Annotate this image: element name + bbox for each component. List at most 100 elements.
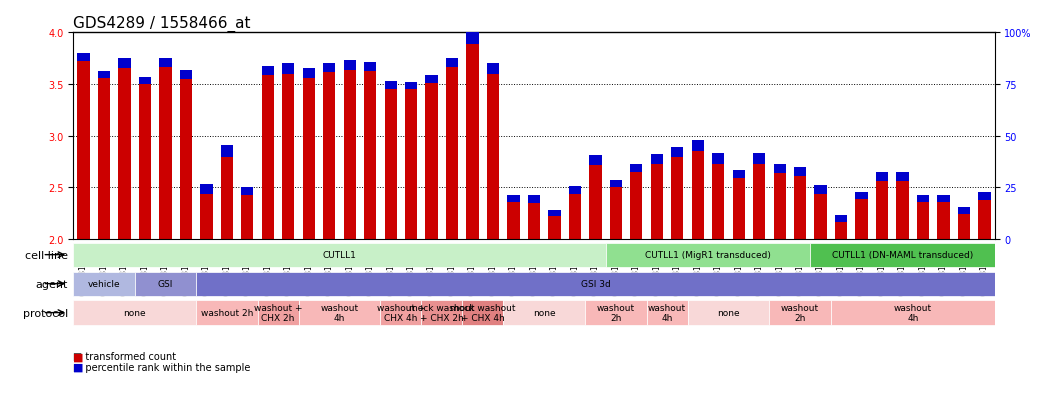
FancyBboxPatch shape — [258, 301, 298, 325]
Bar — [692, 140, 704, 152]
Bar — [180, 71, 192, 79]
Text: GSI: GSI — [158, 280, 173, 288]
Bar — [282, 64, 294, 74]
Text: none: none — [124, 309, 146, 317]
Text: washout 2h: washout 2h — [201, 309, 253, 317]
Bar — [630, 164, 643, 173]
Bar — [364, 63, 376, 72]
Bar — [364, 72, 376, 240]
Bar — [241, 195, 253, 240]
Bar — [262, 67, 274, 75]
Bar — [774, 173, 786, 240]
FancyBboxPatch shape — [585, 301, 647, 325]
Text: washout
2h: washout 2h — [781, 303, 819, 323]
Bar — [324, 64, 335, 74]
FancyBboxPatch shape — [463, 301, 504, 325]
FancyBboxPatch shape — [298, 301, 380, 325]
Bar — [303, 69, 315, 78]
Bar — [896, 173, 909, 182]
Text: ■: ■ — [73, 362, 84, 372]
Bar — [303, 78, 315, 240]
Bar — [139, 85, 151, 240]
Bar — [241, 188, 253, 195]
Bar — [609, 181, 622, 188]
Bar — [343, 71, 356, 240]
FancyBboxPatch shape — [196, 272, 995, 296]
Bar — [733, 179, 744, 240]
Bar — [855, 199, 868, 240]
Bar — [508, 195, 519, 202]
Bar — [834, 216, 847, 222]
FancyBboxPatch shape — [380, 301, 421, 325]
Text: GDS4289 / 1558466_at: GDS4289 / 1558466_at — [73, 16, 251, 32]
Text: vehicle: vehicle — [88, 280, 120, 288]
Bar — [917, 195, 929, 202]
Text: washout +
CHX 4h: washout + CHX 4h — [377, 303, 425, 323]
Text: CUTLL1 (MigR1 transduced): CUTLL1 (MigR1 transduced) — [645, 251, 771, 259]
Bar — [671, 158, 684, 240]
Bar — [425, 75, 438, 84]
Bar — [324, 74, 335, 240]
Bar — [958, 207, 971, 215]
Text: protocol: protocol — [23, 308, 68, 318]
Bar — [343, 61, 356, 71]
Text: cell line: cell line — [25, 250, 68, 260]
Bar — [978, 200, 990, 240]
Bar — [405, 83, 418, 90]
FancyBboxPatch shape — [810, 243, 995, 267]
Bar — [650, 164, 663, 240]
Bar — [815, 186, 827, 194]
FancyBboxPatch shape — [647, 301, 688, 325]
Bar — [937, 202, 950, 240]
Text: mock washout
+ CHX 2h: mock washout + CHX 2h — [409, 303, 474, 323]
FancyBboxPatch shape — [688, 301, 770, 325]
Bar — [180, 79, 192, 240]
Text: none: none — [533, 309, 556, 317]
Bar — [569, 194, 581, 240]
Bar — [528, 204, 540, 240]
Bar — [549, 217, 560, 240]
Bar — [876, 173, 888, 182]
Text: washout
4h: washout 4h — [894, 303, 932, 323]
Text: washout
4h: washout 4h — [648, 303, 686, 323]
Bar — [712, 164, 725, 240]
Text: GSI 3d: GSI 3d — [580, 280, 610, 288]
Text: CUTLL1: CUTLL1 — [322, 251, 356, 259]
FancyBboxPatch shape — [421, 301, 463, 325]
Bar — [282, 74, 294, 240]
Bar — [896, 182, 909, 240]
Bar — [200, 194, 213, 240]
Text: none: none — [717, 309, 740, 317]
Bar — [97, 72, 110, 78]
Bar — [384, 90, 397, 240]
Bar — [549, 211, 560, 217]
Bar — [774, 164, 786, 173]
Bar — [159, 68, 172, 240]
Bar — [650, 155, 663, 164]
Bar — [139, 78, 151, 85]
Bar — [589, 156, 602, 165]
Bar — [77, 62, 90, 240]
Bar — [815, 194, 827, 240]
FancyBboxPatch shape — [504, 301, 585, 325]
Bar — [118, 69, 131, 240]
Bar — [528, 195, 540, 204]
Text: washout
4h: washout 4h — [320, 303, 358, 323]
Bar — [384, 81, 397, 90]
Bar — [753, 164, 765, 240]
Bar — [446, 59, 459, 68]
Bar — [978, 192, 990, 200]
Bar — [937, 195, 950, 202]
FancyBboxPatch shape — [605, 243, 810, 267]
Text: washout
2h: washout 2h — [597, 303, 634, 323]
Text: CUTLL1 (DN-MAML transduced): CUTLL1 (DN-MAML transduced) — [832, 251, 973, 259]
Bar — [508, 202, 519, 240]
Bar — [446, 68, 459, 240]
Bar — [834, 222, 847, 240]
Bar — [466, 33, 478, 45]
Bar — [917, 202, 929, 240]
Bar — [200, 185, 213, 194]
Bar — [794, 177, 806, 240]
FancyBboxPatch shape — [770, 301, 831, 325]
FancyBboxPatch shape — [73, 301, 196, 325]
